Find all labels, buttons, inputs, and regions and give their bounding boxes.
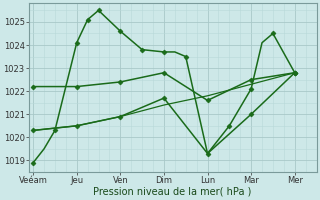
X-axis label: Pression niveau de la mer( hPa ): Pression niveau de la mer( hPa ) (93, 187, 252, 197)
